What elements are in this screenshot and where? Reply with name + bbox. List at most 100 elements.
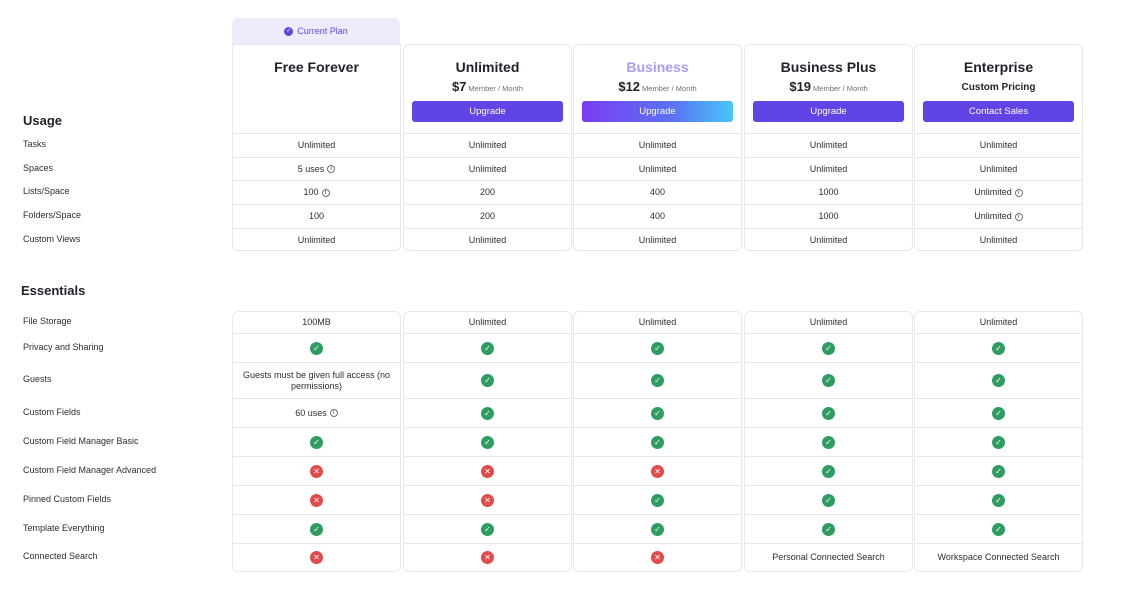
usage-column-business: Business $12 Member / Month Upgrade Unlimite… (573, 44, 742, 251)
info-icon: i (1014, 188, 1023, 197)
table-cell: ✓ (745, 398, 912, 427)
table-cell: ✓ (745, 427, 912, 456)
table-cell: ✓ (404, 427, 571, 456)
cell-value: 1000 (818, 187, 839, 197)
table-cell: ✓ (574, 514, 741, 543)
check-circle-icon: ✓ (992, 464, 1005, 478)
x-circle-icon: ✕ (310, 464, 323, 478)
upgrade-button-unlimited[interactable]: Upgrade (412, 101, 563, 122)
table-cell: Unlimited (574, 311, 741, 333)
check-circle-icon: ✓ (822, 341, 835, 355)
table-cell: ✕ (404, 485, 571, 514)
table-cell: Unlimited (915, 311, 1082, 333)
cell-value: Unlimited (638, 316, 677, 327)
row-label-folders-space: Folders/Space (23, 210, 82, 220)
price: $7 (451, 79, 467, 94)
table-cell: ✓ (404, 398, 571, 427)
table-cell: Unlimited (233, 133, 400, 157)
check-circle-icon: ✓ (992, 522, 1005, 536)
table-cell: 100 i (233, 180, 400, 204)
table-cell: ✓ (745, 362, 912, 398)
x-circle-icon: ✕ (310, 493, 323, 507)
row-label-spaces: Spaces (23, 162, 54, 173)
row-label-template-everything: Template Everything (23, 522, 105, 533)
cell-value: Unlimited (974, 187, 1012, 197)
plan-name-unlimited: Unlimited (455, 59, 520, 75)
table-cell: ✓ (404, 362, 571, 398)
table-cell: ✓ (915, 456, 1082, 485)
check-circle-icon: ✓ (992, 493, 1005, 507)
check-circle-icon: ✓ (481, 341, 494, 355)
cell-value: 60 uses (295, 407, 327, 418)
table-cell: Unlimited (915, 133, 1082, 157)
usage-section-title: Usage (23, 113, 63, 128)
x-circle-icon: ✕ (651, 464, 664, 478)
row-label-lists-space: Lists/Space (23, 186, 70, 196)
upgrade-button-business[interactable]: Upgrade (582, 101, 733, 122)
table-cell: ✓ (233, 514, 400, 543)
price-line: $19 Member / Month (745, 79, 912, 94)
cell-value: Unlimited (468, 140, 507, 150)
usage-column-enterprise: Enterprise Custom Pricing Contact Sales Unl… (914, 44, 1083, 251)
table-cell: 100MB (233, 311, 400, 333)
table-cell: Unlimited (745, 133, 912, 157)
check-circle-icon: ✓ (651, 435, 664, 449)
essentials-column-unlimited: Unlimited ✓ ✓ ✓ ✓ ✕ ✕ ✓ ✕ (403, 311, 572, 572)
plan-name-business: Business (626, 59, 689, 75)
check-circle-icon: ✓ (651, 493, 664, 507)
cell-value: Unlimited (979, 234, 1018, 245)
table-cell: ✓ (404, 514, 571, 543)
cell-value: Unlimited (468, 163, 507, 174)
table-cell: ✓ (745, 485, 912, 514)
plan-name-enterprise: Enterprise (963, 59, 1034, 75)
row-label-pinned-custom-fields: Pinned Custom Fields (23, 493, 112, 504)
cell-value: 100 (303, 187, 319, 197)
price-period: Member / Month (468, 84, 524, 93)
pricing-text: Custom Pricing (915, 79, 1082, 93)
plan-name-free-forever: Free Forever (274, 59, 359, 75)
table-cell: Workspace Connected Search (915, 543, 1082, 571)
row-label-connected-search: Connected Search (23, 551, 98, 561)
x-circle-icon: ✕ (481, 551, 494, 564)
cell-value: Unlimited (809, 140, 848, 150)
cell-value: Unlimited (809, 316, 848, 327)
row-label-custom-views: Custom Views (23, 233, 81, 244)
table-cell: ✕ (233, 543, 400, 571)
table-cell: ✕ (233, 456, 400, 485)
table-cell: ✓ (915, 362, 1082, 398)
price-line: $12 Member / Month (574, 79, 741, 94)
table-cell: Unlimited (574, 157, 741, 180)
check-circle-icon: ✓ (822, 406, 835, 420)
cell-value: Unlimited (979, 316, 1018, 327)
check-circle-icon: ✓ (822, 374, 835, 387)
essentials-column-free-forever: 100MB ✓ Guests must be given full access (… (232, 311, 401, 572)
table-cell: Unlimited (233, 228, 400, 251)
table-cell: ✓ (915, 398, 1082, 427)
info-icon: i (321, 188, 330, 197)
x-circle-icon: ✕ (310, 551, 323, 564)
cell-value: Unlimited (297, 234, 336, 245)
table-cell: ✓ (574, 427, 741, 456)
table-cell: ✓ (915, 427, 1082, 456)
row-label-custom-field-manager-advanced: Custom Field Manager Advanced (23, 464, 157, 475)
cell-value: Unlimited (974, 211, 1012, 221)
check-circle-icon: ✓ (651, 522, 664, 536)
table-cell: ✓ (574, 398, 741, 427)
table-cell: Unlimited (574, 228, 741, 251)
row-label-privacy-and-sharing: Privacy and Sharing (23, 341, 104, 352)
info-icon: i (327, 165, 336, 173)
upgrade-button-business-plus[interactable]: Upgrade (753, 101, 904, 122)
table-cell: 100 (233, 204, 400, 228)
plan-name-business-plus: Business Plus (780, 59, 877, 75)
table-cell: Unlimited (915, 228, 1082, 251)
check-circle-icon: ✓ (651, 406, 664, 420)
table-cell: ✕ (574, 543, 741, 571)
current-plan-label: Current Plan (297, 26, 348, 36)
cell-value: 200 (479, 187, 496, 197)
check-circle-icon: ✓ (992, 435, 1005, 449)
contact-sales-button-enterprise[interactable]: Contact Sales (923, 101, 1074, 122)
table-cell: 200 (404, 180, 571, 204)
table-cell: Unlimited i (915, 180, 1082, 204)
cell-value: 400 (649, 211, 666, 221)
custom-pricing-label: Custom Pricing (961, 82, 1036, 93)
